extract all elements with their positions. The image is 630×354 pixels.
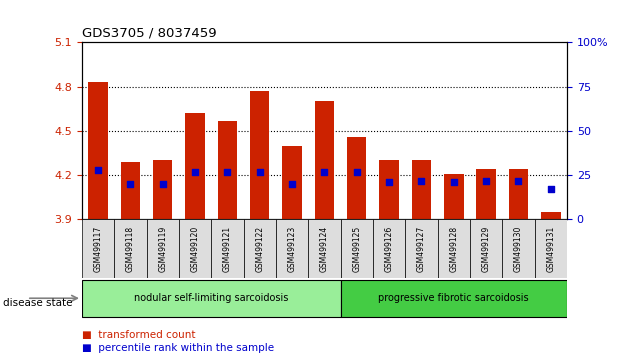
Point	[190, 169, 200, 175]
Text: GSM499120: GSM499120	[191, 225, 200, 272]
FancyBboxPatch shape	[535, 219, 567, 278]
Point	[93, 167, 103, 173]
FancyBboxPatch shape	[470, 219, 502, 278]
FancyBboxPatch shape	[114, 219, 147, 278]
FancyBboxPatch shape	[341, 280, 567, 316]
FancyBboxPatch shape	[147, 219, 179, 278]
FancyBboxPatch shape	[276, 219, 308, 278]
Text: GSM499118: GSM499118	[126, 225, 135, 272]
Point	[222, 169, 232, 175]
Point	[546, 187, 556, 192]
Point	[481, 178, 491, 183]
Text: GSM499130: GSM499130	[514, 225, 523, 272]
Text: GSM499122: GSM499122	[255, 225, 264, 272]
Text: progressive fibrotic sarcoidosis: progressive fibrotic sarcoidosis	[379, 293, 529, 303]
Bar	[121, 162, 140, 219]
Point	[158, 181, 168, 187]
FancyBboxPatch shape	[373, 219, 405, 278]
Text: GSM499126: GSM499126	[385, 225, 394, 272]
FancyBboxPatch shape	[244, 219, 276, 278]
Text: disease state: disease state	[3, 298, 72, 308]
FancyBboxPatch shape	[438, 219, 470, 278]
Text: nodular self-limiting sarcoidosis: nodular self-limiting sarcoidosis	[134, 293, 289, 303]
Text: GDS3705 / 8037459: GDS3705 / 8037459	[82, 27, 217, 40]
Text: ■  percentile rank within the sample: ■ percentile rank within the sample	[82, 343, 274, 353]
Bar	[88, 82, 108, 219]
Text: GSM499131: GSM499131	[546, 225, 555, 272]
Text: GSM499129: GSM499129	[482, 225, 491, 272]
Bar	[347, 137, 367, 219]
Text: GSM499124: GSM499124	[320, 225, 329, 272]
FancyBboxPatch shape	[341, 219, 373, 278]
Text: GSM499117: GSM499117	[94, 225, 103, 272]
Point	[449, 179, 459, 185]
Point	[352, 169, 362, 175]
FancyBboxPatch shape	[308, 219, 341, 278]
Text: GSM499121: GSM499121	[223, 225, 232, 272]
Point	[384, 179, 394, 185]
Bar	[282, 146, 302, 219]
Bar	[379, 160, 399, 219]
Point	[287, 181, 297, 187]
Bar	[412, 160, 431, 219]
Point	[319, 169, 329, 175]
FancyBboxPatch shape	[179, 219, 211, 278]
FancyBboxPatch shape	[82, 219, 114, 278]
FancyBboxPatch shape	[82, 280, 341, 316]
Bar	[218, 121, 237, 219]
Bar	[250, 91, 270, 219]
Point	[125, 181, 135, 187]
Bar	[185, 113, 205, 219]
Bar	[476, 169, 496, 219]
Bar	[444, 174, 464, 219]
Text: ■  transformed count: ■ transformed count	[82, 330, 195, 339]
Text: GSM499127: GSM499127	[417, 225, 426, 272]
Bar	[315, 102, 334, 219]
Point	[513, 178, 524, 183]
FancyBboxPatch shape	[502, 219, 535, 278]
FancyBboxPatch shape	[405, 219, 438, 278]
Text: GSM499123: GSM499123	[288, 225, 297, 272]
Text: GSM499119: GSM499119	[158, 225, 167, 272]
Point	[255, 169, 265, 175]
Point	[416, 178, 427, 183]
Text: GSM499125: GSM499125	[352, 225, 361, 272]
Bar	[541, 212, 561, 219]
Text: GSM499128: GSM499128	[449, 225, 458, 272]
Bar	[509, 169, 528, 219]
FancyBboxPatch shape	[211, 219, 244, 278]
Bar	[153, 160, 173, 219]
